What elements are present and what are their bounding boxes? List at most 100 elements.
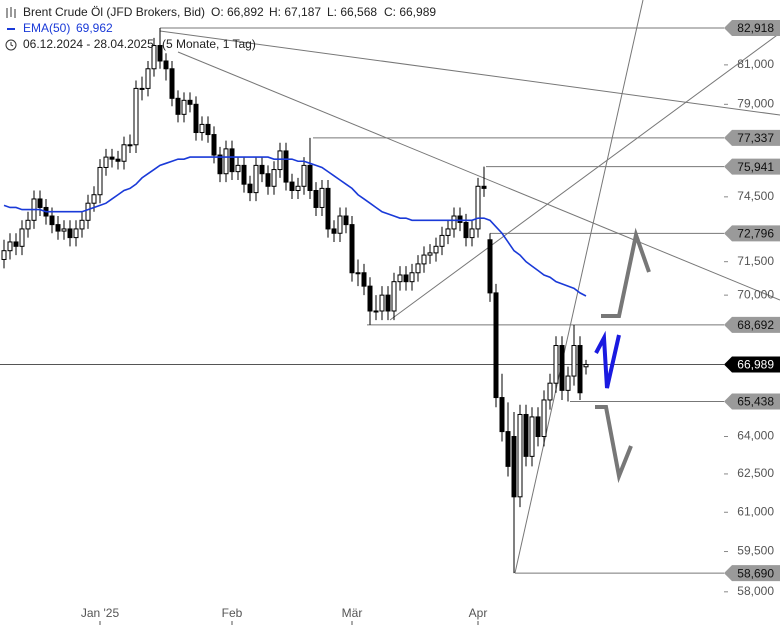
y-tick-label: 64,000 bbox=[737, 429, 774, 443]
ohlc-high: H: 67,187 bbox=[269, 5, 321, 19]
candle-body bbox=[103, 156, 109, 168]
candle-body bbox=[73, 228, 79, 239]
candle-body bbox=[235, 164, 241, 173]
y-tick-label: 74,500 bbox=[737, 189, 774, 203]
candle-body bbox=[301, 164, 307, 187]
trend-line bbox=[514, 0, 644, 574]
candle-body bbox=[115, 158, 121, 162]
candle-body bbox=[25, 219, 31, 230]
candle-body bbox=[175, 97, 181, 115]
trend-line bbox=[177, 51, 780, 301]
candle-body bbox=[205, 123, 211, 136]
candle-body bbox=[247, 183, 253, 194]
level-marker bbox=[724, 225, 780, 242]
x-tick-label: Mär bbox=[342, 606, 363, 620]
candle-body bbox=[499, 397, 505, 433]
candle-body bbox=[139, 87, 145, 90]
level-label: 58,690 bbox=[737, 566, 774, 580]
candle-body bbox=[229, 148, 235, 173]
ema-line bbox=[3, 156, 587, 297]
candle-body bbox=[199, 123, 205, 134]
candle-body bbox=[469, 228, 475, 239]
candle-body bbox=[379, 294, 385, 312]
candle-body bbox=[439, 234, 445, 247]
icon bbox=[6, 7, 16, 18]
candle-body bbox=[187, 99, 193, 105]
candle-body bbox=[547, 382, 553, 401]
y-tick-label: 79,000 bbox=[737, 96, 774, 110]
candle-body bbox=[289, 181, 295, 192]
y-tick-label: 71,500 bbox=[737, 254, 774, 268]
candle-body bbox=[283, 150, 289, 183]
candle-body bbox=[253, 164, 259, 194]
candle-body bbox=[445, 228, 451, 236]
candle-body bbox=[337, 215, 343, 234]
candle-body bbox=[349, 224, 355, 274]
candle-body bbox=[313, 190, 319, 208]
candle-body bbox=[421, 254, 427, 265]
candle-body bbox=[121, 144, 127, 162]
candle-body bbox=[541, 399, 547, 438]
clock-hand bbox=[10, 42, 14, 47]
level-marker bbox=[724, 316, 780, 333]
candle-body bbox=[535, 416, 541, 438]
plot bbox=[0, 27, 724, 574]
candle-body bbox=[583, 364, 589, 368]
x-tick-label: Feb bbox=[222, 606, 243, 620]
candle-body bbox=[1, 250, 7, 260]
level-marker bbox=[724, 565, 780, 582]
candle-body bbox=[109, 156, 115, 160]
x-tick-label: Jan '25 bbox=[81, 606, 120, 620]
level-label: 65,438 bbox=[737, 395, 774, 409]
candle-body bbox=[505, 431, 511, 467]
candle-body bbox=[367, 285, 373, 312]
candle-body bbox=[19, 228, 25, 247]
trend-line bbox=[389, 32, 780, 321]
y-axis: 81,000 79,000 74,500 71,500 70,000 64,000 62,5… bbox=[81, 19, 780, 625]
ema-name: EMA(50) bbox=[23, 21, 70, 35]
ohlc-open: O: 66,892 bbox=[211, 5, 264, 19]
candle-body bbox=[451, 215, 457, 230]
y-tick-label: 81,000 bbox=[737, 57, 774, 71]
candle-body bbox=[271, 169, 277, 187]
instrument: Brent Crude Öl (JFD Brokers, Bid) bbox=[23, 5, 205, 19]
candle-body bbox=[151, 45, 157, 70]
candle-body bbox=[169, 68, 175, 99]
y-tick-label: 70,000 bbox=[737, 287, 774, 301]
candle-body bbox=[79, 219, 85, 230]
legend: Brent Crude Öl (JFD Brokers, Bid) O: 66,… bbox=[5, 5, 436, 51]
arrow-sideways bbox=[594, 330, 621, 389]
candle-body bbox=[553, 345, 559, 384]
y-tick-label: 59,500 bbox=[737, 544, 774, 558]
level-label: 77,337 bbox=[737, 131, 774, 145]
level-label: 68,692 bbox=[737, 318, 774, 332]
candle-body bbox=[481, 185, 487, 189]
candle-body bbox=[241, 164, 247, 185]
candle-body bbox=[265, 173, 271, 187]
ema-value: 69,962 bbox=[76, 21, 113, 35]
candle-body bbox=[193, 103, 199, 134]
candle-body bbox=[55, 224, 61, 232]
candle-body bbox=[259, 164, 265, 175]
candle-body bbox=[307, 164, 313, 192]
candle-body bbox=[571, 345, 577, 377]
level-marker bbox=[724, 393, 780, 410]
candle-body bbox=[319, 187, 325, 208]
candle-body bbox=[409, 272, 415, 283]
x-tick-label: Apr bbox=[469, 606, 488, 620]
arrow-up bbox=[601, 227, 651, 318]
candle-body bbox=[355, 272, 361, 275]
candle-body bbox=[565, 375, 571, 391]
trend-line bbox=[159, 30, 780, 116]
candle-body bbox=[457, 215, 463, 223]
candle-body bbox=[373, 310, 379, 313]
candle-body bbox=[67, 228, 73, 239]
scenario-arrows bbox=[594, 227, 651, 484]
candle-body bbox=[403, 274, 409, 283]
candle-body bbox=[385, 294, 391, 312]
candle-body bbox=[325, 187, 331, 230]
candle-body bbox=[475, 185, 481, 230]
level-marker bbox=[724, 356, 780, 373]
candle-body bbox=[133, 87, 139, 146]
